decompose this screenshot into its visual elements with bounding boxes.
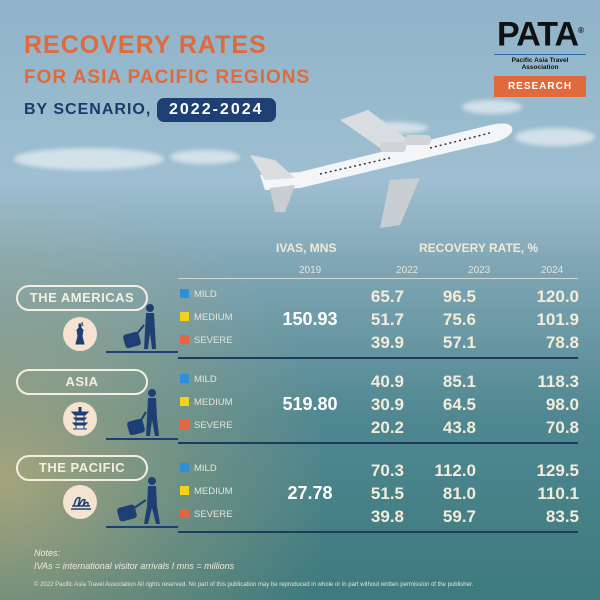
swatch-mild [180, 374, 189, 383]
scenario-label: MEDIUM [194, 486, 233, 497]
rate-value-2022: 30.9 [370, 395, 404, 414]
title-line-2: FOR ASIA PACIFIC REGIONS [24, 67, 311, 88]
swatch-medium [180, 486, 189, 495]
legend-mild: MILD [180, 289, 217, 300]
rate-value-2023: 75.6 [442, 310, 476, 329]
rate-value-2024: 83.5 [545, 507, 579, 526]
years-badge: 2022-2024 [157, 98, 276, 122]
rate-value-2024: 78.8 [545, 333, 579, 352]
opera-house-icon [63, 485, 97, 519]
pagoda-icon [63, 402, 97, 436]
rate-value-2022: 39.9 [370, 333, 404, 352]
rate-value-2023: 57.1 [442, 333, 476, 352]
legend-mild: MILD [180, 463, 217, 474]
year-2024-label: 2024 [541, 265, 564, 276]
rate-value-2022: 20.2 [370, 418, 404, 437]
cloud [515, 128, 595, 146]
swatch-severe [180, 509, 189, 518]
rate-value-2023: 96.5 [442, 287, 476, 306]
traveler-man-icon [123, 304, 156, 349]
ground-line [106, 526, 178, 528]
swatch-mild [180, 289, 189, 298]
notes-label: Notes: [34, 548, 61, 558]
swatch-mild [180, 463, 189, 472]
region-label-pacific: THE PACIFIC [16, 455, 148, 481]
swatch-severe [180, 335, 189, 344]
rate-value-2022: 51.7 [370, 310, 404, 329]
header-rule [178, 278, 578, 279]
ivas-header: IVAS, MNS [276, 241, 337, 255]
scenario-label: MILD [194, 374, 217, 385]
copyright-footer: © 2022 Pacific Asia Travel Association A… [34, 582, 474, 588]
rate-value-2024: 101.9 [536, 310, 579, 329]
scenario-label: MEDIUM [194, 312, 233, 323]
cloud [170, 150, 240, 164]
scenario-label: SEVERE [194, 509, 233, 520]
cloud [14, 148, 164, 170]
region-separator [178, 442, 578, 444]
legend-medium: MEDIUM [180, 486, 233, 497]
rate-value-2023: 112.0 [434, 461, 476, 480]
scenario-label: MILD [194, 463, 217, 474]
logo-tagline: Pacific Asia Travel Association [494, 54, 586, 71]
ground-line [106, 351, 178, 353]
traveler-woman-icon [117, 477, 160, 524]
scenario-label: MILD [194, 289, 217, 300]
year-2023-label: 2023 [468, 265, 491, 276]
legend-medium: MEDIUM [180, 397, 233, 408]
notes-text: IVAs = international visitor arrivals I … [34, 561, 235, 571]
legend-medium: MEDIUM [180, 312, 233, 323]
scenario-label: SEVERE [194, 335, 233, 346]
swatch-medium [180, 397, 189, 406]
swatch-medium [180, 312, 189, 321]
rate-value-2023: 85.1 [442, 372, 476, 391]
rate-value-2024: 70.8 [545, 418, 579, 437]
rate-value-2024: 98.0 [545, 395, 579, 414]
region-label-asia: ASIA [16, 369, 148, 395]
recovery-rate-header: RECOVERY RATE, % [419, 241, 539, 255]
subtitle: BY SCENARIO, [24, 101, 152, 118]
rate-value-2022: 70.3 [370, 461, 404, 480]
ivas-2019-value: 519.80 [282, 394, 338, 414]
rate-value-2022: 40.9 [370, 372, 404, 391]
year-2022-label: 2022 [396, 265, 419, 276]
logo-wordmark-text: PATA [497, 15, 579, 54]
rate-value-2024: 120.0 [536, 287, 579, 306]
research-badge: RESEARCH [494, 76, 586, 98]
legend-severe: SEVERE [180, 335, 233, 346]
rate-value-2023: 59.7 [442, 507, 476, 526]
rate-value-2023: 64.5 [442, 395, 476, 414]
rate-value-2022: 51.5 [370, 484, 404, 503]
legend-severe: SEVERE [180, 420, 233, 431]
rate-value-2022: 39.8 [370, 507, 404, 526]
region-separator [178, 531, 578, 533]
year-2019-label: 2019 [299, 265, 322, 276]
rate-value-2024: 129.5 [536, 461, 579, 480]
region-label-americas: THE AMERICAS [16, 285, 148, 311]
rate-value-2024: 118.3 [537, 372, 579, 391]
rate-value-2024: 110.1 [537, 484, 579, 503]
legend-mild: MILD [180, 374, 217, 385]
region-separator [178, 357, 578, 359]
swatch-severe [180, 420, 189, 429]
ivas-2019-value: 150.93 [282, 309, 338, 329]
rate-value-2022: 65.7 [370, 287, 404, 306]
rate-value-2023: 81.0 [442, 484, 476, 503]
registered-mark: ® [578, 26, 584, 35]
legend-severe: SEVERE [180, 509, 233, 520]
ground-line [106, 438, 178, 440]
logo-wordmark: PATA® [494, 14, 586, 51]
pata-logo: PATA® Pacific Asia Travel Association RE… [494, 14, 586, 98]
scenario-label: MEDIUM [194, 397, 233, 408]
cloud [462, 100, 522, 114]
airplane-icon [250, 110, 513, 228]
rate-value-2023: 43.8 [442, 418, 476, 437]
statue-of-liberty-icon [63, 317, 97, 351]
traveler-woman-icon [127, 389, 159, 436]
ivas-2019-value: 27.78 [287, 483, 333, 503]
scenario-label: SEVERE [194, 420, 233, 431]
title-line-1: RECOVERY RATES [24, 31, 267, 59]
